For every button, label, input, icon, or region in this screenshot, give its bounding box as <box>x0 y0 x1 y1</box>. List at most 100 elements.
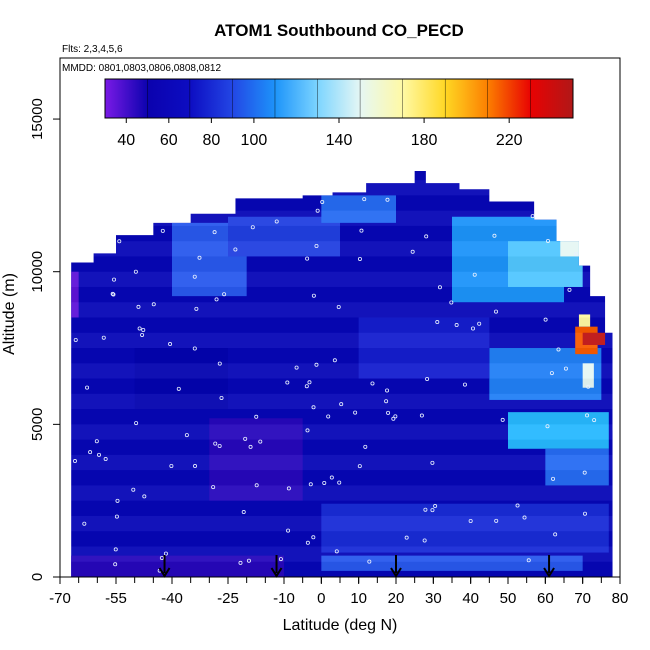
observation-point <box>435 320 440 325</box>
x-tick-label: 30 <box>425 590 442 607</box>
altitude-bin <box>71 302 613 318</box>
y-axis: 0 5000 10000 15000 <box>29 98 60 581</box>
altitude-bin <box>71 500 613 516</box>
altitude-bin <box>71 470 613 486</box>
observation-point <box>72 459 77 464</box>
observation-point <box>305 256 310 261</box>
observation-point <box>494 309 499 314</box>
heatmap-cell-13 <box>321 503 609 553</box>
observation-point <box>114 514 119 519</box>
observation-point <box>386 410 391 415</box>
altitude-bin <box>71 225 613 242</box>
observation-point <box>424 234 429 239</box>
heatmap-cell-5 <box>228 216 340 257</box>
colorbar-segment <box>232 79 276 118</box>
heatmap-cell-20 <box>71 271 79 318</box>
colorbar-segment <box>190 79 234 118</box>
observation-point <box>393 414 398 419</box>
observation-point <box>586 384 591 389</box>
heatmap-cell-11 <box>508 412 609 449</box>
observation-point <box>217 361 222 366</box>
observation-point <box>530 214 535 219</box>
altitude-bin <box>71 531 613 547</box>
altitude-bin <box>71 561 613 577</box>
observation-point <box>241 510 246 515</box>
flight-arrow-head <box>543 567 555 578</box>
observation-point <box>470 326 475 331</box>
colorbar-segment <box>147 79 191 118</box>
observation-point <box>214 297 219 302</box>
colorbar: 40 60 80 100 140 180 220 <box>104 78 574 149</box>
observation-point <box>545 424 550 429</box>
altitude-bin <box>71 332 613 349</box>
colorbar-tick-label: 100 <box>241 132 268 149</box>
observation-point <box>311 405 316 410</box>
x-tick-label: 20 <box>388 590 405 607</box>
observation-point <box>286 528 291 533</box>
altitude-bin <box>71 170 613 181</box>
x-tick-label: 60 <box>537 590 554 607</box>
colorbar-segment <box>402 79 446 118</box>
observation-point <box>213 441 218 446</box>
observation-point <box>160 228 165 233</box>
colorbar-tick-label: 80 <box>202 132 220 149</box>
observation-point <box>194 306 199 311</box>
observation-point <box>314 243 319 248</box>
dates-label: MMDD: 0801,0803,0806,0808,0812 <box>62 63 221 74</box>
observation-point <box>320 199 325 204</box>
observation-point <box>314 362 319 367</box>
observation-point <box>192 274 197 279</box>
heatmap-cell-3 <box>134 348 228 410</box>
observation-points <box>72 197 597 573</box>
observation-point <box>574 252 579 257</box>
colorbar-segment <box>487 79 531 118</box>
observation-point <box>305 428 310 433</box>
observation-point <box>111 292 116 297</box>
observation-point <box>238 560 243 565</box>
observation-point <box>425 377 430 382</box>
observation-point <box>294 365 299 370</box>
observation-point <box>73 338 78 343</box>
observation-point <box>97 452 102 457</box>
observation-point <box>82 521 87 526</box>
observation-point <box>477 321 482 326</box>
observation-point <box>353 410 358 415</box>
observation-point <box>115 498 120 503</box>
colorbar-tick-label: 40 <box>117 132 135 149</box>
observation-point <box>184 433 189 438</box>
observation-point <box>567 287 572 292</box>
observation-point <box>278 557 283 562</box>
observation-point <box>543 317 548 322</box>
altitude-bin <box>71 286 613 303</box>
observation-point <box>515 503 520 508</box>
observation-point <box>134 421 139 426</box>
observation-point <box>305 540 310 545</box>
observation-point <box>136 304 141 309</box>
observation-point <box>329 475 334 480</box>
observation-point <box>492 233 497 238</box>
observation-point <box>131 487 136 492</box>
flight-arrow-head <box>270 567 283 578</box>
altitude-bin <box>71 195 613 211</box>
observation-point <box>337 480 342 485</box>
colorbar-tick-label: 140 <box>326 132 353 149</box>
altitude-bin <box>71 210 613 226</box>
observation-point <box>370 381 375 386</box>
observation-point <box>422 538 427 543</box>
altitude-bin <box>71 393 613 410</box>
flight-arrow <box>543 555 555 578</box>
observation-point <box>336 304 341 309</box>
observation-point <box>274 219 279 224</box>
observation-point <box>545 238 550 243</box>
y-tick-label: 0 <box>29 573 46 581</box>
observation-point <box>553 532 558 537</box>
observation-point <box>315 208 320 213</box>
observation-point <box>250 225 255 230</box>
observation-point <box>339 402 344 407</box>
x-tick-label: -55 <box>105 590 127 607</box>
observation-point <box>103 457 108 462</box>
observation-point <box>556 347 561 352</box>
heatmap-cell-1 <box>71 555 284 577</box>
colorbar-segment <box>530 79 574 118</box>
observation-point <box>222 292 227 297</box>
